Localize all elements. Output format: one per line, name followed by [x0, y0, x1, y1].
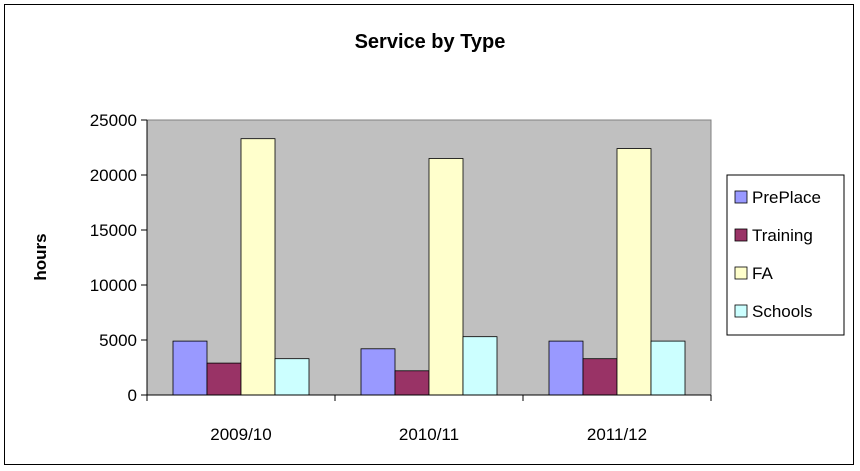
y-tick-label: 5000	[99, 331, 137, 350]
y-axis-ticks: 0 5000 10000 15000 20000 25000	[90, 111, 147, 405]
bar-fa-2009-10	[240, 138, 276, 396]
bar-schools-2010-11	[462, 336, 498, 396]
x-tick-label: 2011/12	[587, 425, 647, 444]
bar-schools-2009-10	[274, 358, 310, 396]
legend-label: Training	[752, 226, 813, 245]
y-tick-label: 10000	[90, 276, 137, 295]
bar-fa-2011-12	[616, 148, 652, 396]
bar-training-2009-10	[206, 362, 242, 396]
legend-swatch	[734, 304, 748, 318]
legend-swatch	[734, 266, 748, 280]
bar-training-2011-12	[582, 358, 618, 396]
bar-preplace-2010-11	[360, 348, 396, 396]
x-tick-label: 2010/11	[399, 425, 459, 444]
bar-training-2010-11	[394, 370, 430, 396]
bar-preplace-2009-10	[172, 340, 208, 396]
x-axis-ticks: 2009/10 2010/11 2011/12	[146, 395, 712, 444]
legend-label: Schools	[752, 302, 812, 321]
bar-schools-2011-12	[650, 340, 686, 396]
x-tick-label: 2009/10	[210, 425, 271, 444]
legend: PrePlace Training FA Schools	[734, 188, 821, 321]
bar-fa-2010-11	[428, 158, 464, 396]
chart-title: Service by Type	[355, 31, 506, 53]
bar-preplace-2011-12	[548, 340, 584, 396]
y-tick-label: 25000	[90, 111, 137, 130]
y-tick-label: 15000	[90, 221, 137, 240]
legend-swatch	[734, 228, 748, 242]
y-tick-label: 0	[128, 386, 137, 405]
y-tick-label: 20000	[90, 166, 137, 185]
legend-label: FA	[752, 264, 773, 283]
legend-label: PrePlace	[752, 188, 821, 207]
y-axis-title: hours	[31, 233, 50, 280]
legend-swatch	[734, 190, 748, 204]
